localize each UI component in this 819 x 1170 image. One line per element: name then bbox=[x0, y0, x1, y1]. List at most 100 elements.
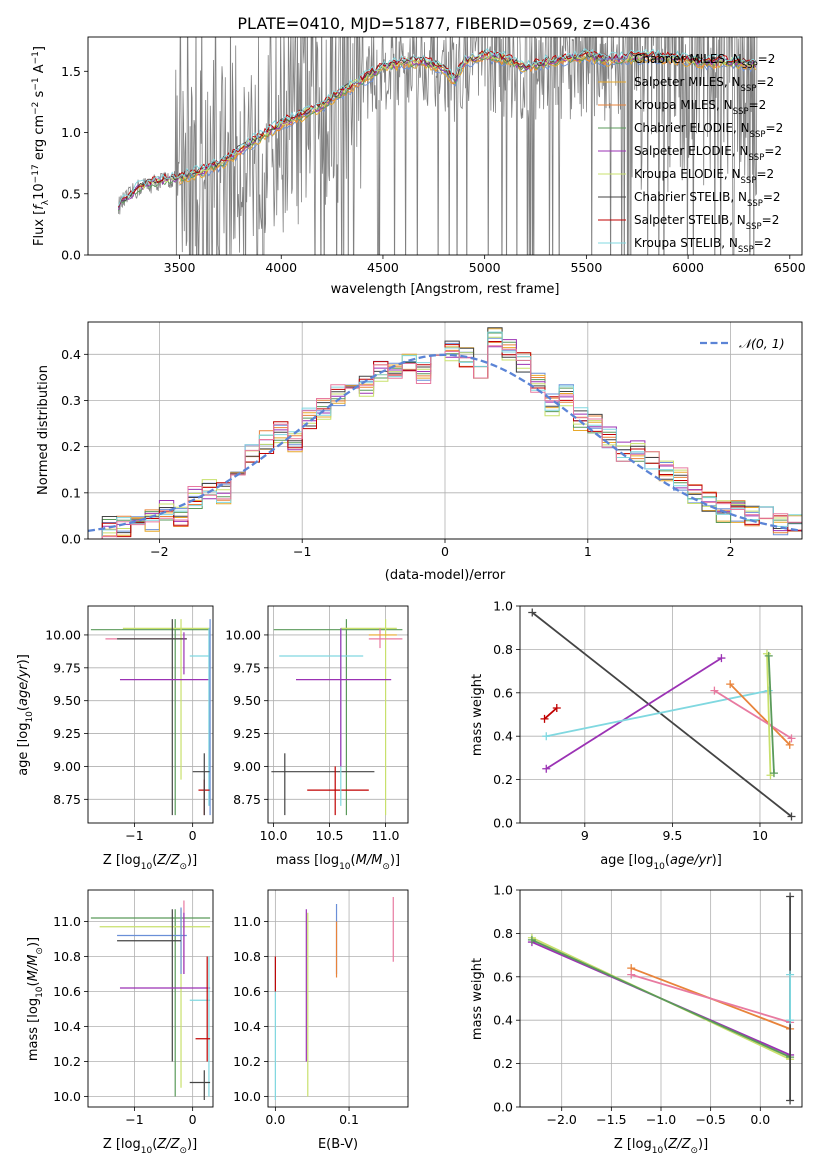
y-tick-label: 0.4 bbox=[61, 347, 81, 362]
y-tick-label: 1.0 bbox=[493, 883, 513, 898]
x-tick-label: −0.5 bbox=[695, 1112, 725, 1127]
axes-frame bbox=[267, 605, 409, 824]
series-line-kroupa_elodie bbox=[766, 653, 772, 776]
grid bbox=[88, 890, 213, 1107]
y-axis-label: mass weight bbox=[470, 958, 485, 1040]
label-part: −17 bbox=[31, 164, 41, 183]
label-part: −1 bbox=[31, 77, 41, 90]
x-tick-label: 11.0 bbox=[372, 828, 400, 843]
label-part: erg cm bbox=[32, 115, 47, 164]
x-tick-label: 0.0 bbox=[265, 1112, 285, 1127]
model-line-salpeter_miles bbox=[179, 54, 757, 185]
y-tick-label: 11.0 bbox=[53, 914, 81, 929]
histogram-step-extra_pink bbox=[88, 345, 802, 539]
model-line-chabrier_miles bbox=[179, 55, 756, 186]
y-tick-label: 0.4 bbox=[493, 1013, 513, 1028]
plot-content bbox=[118, 37, 758, 255]
x-axis-label: Z [log10(Z/Z⊙)] bbox=[103, 1137, 197, 1156]
y-tick-label: 10.6 bbox=[53, 984, 81, 999]
legend-tail: =2 bbox=[762, 213, 780, 227]
axes-frame bbox=[519, 605, 803, 824]
panel-mass_vs_Z: −1 010.010.210.410.610.811.0Z [log10(Z/Z⊙… bbox=[26, 889, 214, 1156]
y-tick-label: 0.1 bbox=[61, 485, 81, 500]
label-part: )] bbox=[16, 654, 31, 664]
label-part: f bbox=[32, 203, 47, 210]
label-part: ] bbox=[32, 46, 47, 51]
y-tick-label: 0.2 bbox=[493, 772, 513, 787]
legend-sub: SSP bbox=[738, 245, 754, 255]
x-tick-label: 4000 bbox=[265, 260, 297, 275]
y-axis-label: Normed distribution bbox=[36, 365, 51, 495]
legend-label: Chabrier MILES, NSSP=2 bbox=[634, 52, 775, 71]
legend-text: Kroupa MILES, N bbox=[634, 98, 733, 112]
grid bbox=[268, 890, 408, 1107]
series-line-kroupa_stelib bbox=[546, 689, 769, 738]
normal-curve bbox=[88, 353, 802, 533]
x-tick-label: 0 bbox=[189, 1112, 197, 1127]
label-part: 10 bbox=[141, 1146, 153, 1156]
label-part: mass [log bbox=[26, 998, 41, 1061]
y-tick-label: 9.75 bbox=[53, 660, 81, 675]
x-tick-label: 9 bbox=[581, 828, 589, 843]
label-part: s bbox=[32, 90, 47, 101]
y-tick-label: 1.0 bbox=[493, 599, 513, 614]
x-tick-label: 9.5 bbox=[662, 828, 682, 843]
y-tick-label: 8.75 bbox=[53, 792, 81, 807]
y-axis-label: mass weight bbox=[470, 674, 485, 756]
legend-sub: SSP bbox=[741, 176, 757, 186]
x-tick-label: −1 bbox=[125, 1112, 143, 1127]
x-tick-label: −2 bbox=[150, 544, 168, 559]
legend-sub: SSP bbox=[733, 107, 749, 117]
label-part: 10 bbox=[35, 986, 45, 998]
legend-text: Chabrier MILES, N bbox=[634, 52, 742, 66]
legend-label: Salpeter STELIB, NSSP=2 bbox=[634, 213, 779, 232]
x-axis-label: (data-model)/error bbox=[385, 568, 506, 583]
x-tick-label: 0 bbox=[441, 544, 449, 559]
x-tick-label: 10.5 bbox=[316, 828, 344, 843]
legend-tail: =2 bbox=[763, 190, 781, 204]
series-marker-chabrier_stelib bbox=[786, 892, 795, 901]
y-tick-label: 0.8 bbox=[493, 926, 513, 941]
x-axis-label: mass [log10(M/M⊙)] bbox=[276, 853, 400, 872]
label-part: ( bbox=[152, 1137, 157, 1152]
series-marker-chabrier_stelib bbox=[786, 1096, 795, 1105]
y-tick-label: 1.5 bbox=[61, 64, 81, 79]
panel-residual_histogram: −2 −1 0 1 2 0.0 0.1 0.2 0.3 0.4 𝒩(0, 1) (data-model… bbox=[36, 321, 803, 583]
x-axis-label: Z [log10(Z/Z⊙)] bbox=[103, 853, 197, 872]
y-tick-label: 10.00 bbox=[225, 627, 261, 642]
x-tick-label: −1.0 bbox=[646, 1112, 676, 1127]
y-tick-label: 0.3 bbox=[61, 393, 81, 408]
label-part: Z [log bbox=[103, 1137, 141, 1152]
series-marker-kroupa_stelib bbox=[786, 970, 795, 979]
label-part: A bbox=[32, 64, 47, 77]
legend-label: Chabrier ELODIE, NSSP=2 bbox=[634, 121, 783, 140]
series-marker-extra_pink bbox=[627, 970, 636, 979]
legend-text: Chabrier ELODIE, N bbox=[634, 121, 750, 135]
y-tick-label: 0.2 bbox=[493, 1056, 513, 1071]
axes-frame bbox=[87, 36, 803, 256]
series-marker-kroupa_stelib bbox=[786, 1016, 795, 1025]
series-line-salpeter_stelib bbox=[543, 707, 558, 720]
x-tick-label: 4500 bbox=[367, 260, 399, 275]
label-part: M/M bbox=[356, 853, 383, 868]
label-part: ⊙ bbox=[690, 1146, 698, 1156]
x-tick-label: 1 bbox=[584, 544, 592, 559]
label-part: M/M bbox=[26, 955, 41, 982]
label-part: )] bbox=[698, 1137, 708, 1152]
series-marker-extra_pink bbox=[710, 686, 719, 695]
panel-weight_vs_Z: −2.0 −1.5 −1.0 −0.5 0.0 0.0 0.2 0.4 0.6 0.8 1.0 Z [… bbox=[470, 883, 803, 1156]
legend-sub: SSP bbox=[750, 130, 766, 140]
label-part: ⊙ bbox=[382, 862, 390, 872]
series-line-kroupa_miles bbox=[729, 683, 791, 746]
series-marker-extra_pink bbox=[787, 734, 796, 743]
y-tick-label: 9.25 bbox=[233, 726, 261, 741]
legend-sub: SSP bbox=[748, 153, 764, 163]
label-part: age [log bbox=[16, 723, 31, 776]
label-part: ( bbox=[152, 853, 157, 868]
x-tick-label: −1 bbox=[125, 828, 143, 843]
label-part: 10 bbox=[32, 183, 47, 200]
x-tick-label: 2 bbox=[727, 544, 735, 559]
series-marker-salpeter_stelib bbox=[540, 714, 549, 723]
label-part: mass [log bbox=[276, 853, 339, 868]
